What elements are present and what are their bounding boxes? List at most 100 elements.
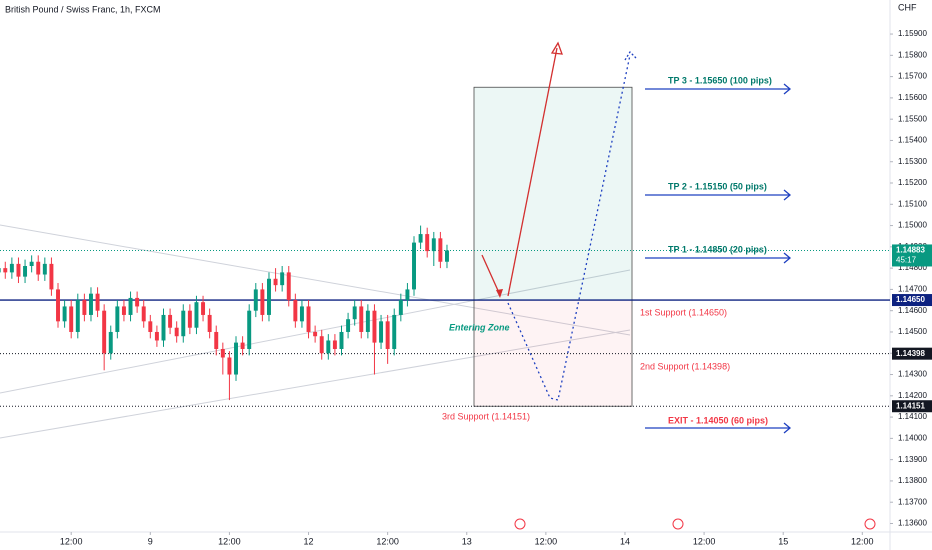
candle-body bbox=[102, 310, 107, 354]
candle-body bbox=[148, 321, 153, 332]
candle-body bbox=[29, 261, 34, 266]
last-price-box bbox=[892, 244, 932, 267]
projection-path bbox=[507, 54, 631, 401]
price-label-box bbox=[892, 294, 932, 307]
annotation: TP 2 - 1.15150 (50 pips) bbox=[668, 181, 767, 191]
y-tick-label: 1.14100 bbox=[898, 412, 927, 421]
candle-body bbox=[201, 302, 206, 315]
candle-body bbox=[3, 268, 8, 273]
y-tick-label: 1.15400 bbox=[898, 136, 927, 145]
candle-body bbox=[23, 266, 28, 277]
x-tick-label: 12 bbox=[304, 536, 314, 546]
candle-body bbox=[36, 261, 41, 275]
y-tick-label: 1.13800 bbox=[898, 476, 927, 485]
y-tick-label: 1.14600 bbox=[898, 306, 927, 315]
candle-body bbox=[286, 272, 291, 301]
trendline bbox=[0, 224, 631, 336]
candle-body bbox=[412, 242, 416, 290]
candle-body bbox=[405, 289, 410, 301]
candle-body bbox=[385, 321, 390, 349]
y-tick-label: 1.15100 bbox=[898, 199, 927, 208]
candle-body bbox=[42, 263, 47, 275]
candle-body bbox=[273, 278, 278, 286]
candle-body bbox=[326, 340, 331, 354]
candle-body bbox=[161, 314, 166, 341]
x-tick-label: 12:00 bbox=[851, 536, 874, 546]
candle-body bbox=[121, 306, 126, 315]
annotation: 3rd Support (1.14151) bbox=[442, 411, 530, 421]
candle-body bbox=[220, 348, 225, 358]
y-tick-label: 1.14300 bbox=[898, 370, 927, 379]
candle-body bbox=[234, 342, 238, 375]
annotation: EXIT - 1.14050 (60 pips) bbox=[668, 415, 768, 425]
profit-zone bbox=[473, 86, 633, 301]
x-tick-label: 12:00 bbox=[60, 536, 83, 546]
candle-body bbox=[332, 340, 337, 349]
arrowhead bbox=[624, 50, 637, 61]
x-tick-label: 13 bbox=[462, 536, 472, 546]
candle-body bbox=[62, 306, 67, 322]
candle-body bbox=[194, 302, 199, 328]
annotation: TP 3 - 1.15650 (100 pips) bbox=[668, 75, 772, 85]
candle-body bbox=[56, 289, 60, 322]
candle-body bbox=[313, 331, 318, 337]
candle-body bbox=[293, 300, 298, 322]
x-tick-label: 9 bbox=[148, 536, 153, 546]
candle-body bbox=[207, 314, 212, 332]
candle-body bbox=[398, 300, 403, 315]
x-tick-label: 12:00 bbox=[376, 536, 399, 546]
candle-body bbox=[299, 306, 304, 322]
x-tick-label: 12:00 bbox=[693, 536, 716, 546]
arrow bbox=[481, 254, 501, 296]
candle-body bbox=[95, 293, 100, 311]
candle-body bbox=[359, 306, 364, 332]
x-tick-label: 12:00 bbox=[218, 536, 241, 546]
candle-body bbox=[49, 263, 54, 290]
candle-body bbox=[154, 331, 159, 341]
y-tick-label: 1.15200 bbox=[898, 178, 927, 187]
candle-body bbox=[365, 310, 370, 332]
price-label: 1.14650 bbox=[896, 295, 925, 304]
annotation: 2nd Support (1.14398) bbox=[640, 361, 730, 371]
candle-body bbox=[168, 314, 173, 328]
candle-body bbox=[352, 306, 357, 320]
candle-body bbox=[280, 272, 285, 286]
y-tick-label: 1.14500 bbox=[898, 327, 927, 336]
candle-body bbox=[346, 319, 351, 332]
candle-body bbox=[69, 306, 74, 332]
y-tick-label: 1.14700 bbox=[898, 285, 927, 294]
y-tick-label: 1.15000 bbox=[898, 221, 927, 230]
y-tick-label: 1.15600 bbox=[898, 93, 927, 102]
candle-body bbox=[267, 278, 271, 315]
candle-body bbox=[392, 314, 397, 349]
candle-body bbox=[253, 289, 258, 311]
target-arrows bbox=[645, 83, 792, 434]
candle-body bbox=[240, 342, 245, 349]
candle-body bbox=[425, 234, 430, 252]
candle-body bbox=[306, 306, 311, 332]
y-tick-label: 1.15300 bbox=[898, 157, 927, 166]
price-label: 1.14151 bbox=[896, 401, 925, 410]
candle-body bbox=[379, 321, 384, 343]
candle-body bbox=[187, 310, 192, 328]
candle-body bbox=[431, 238, 436, 252]
price-label: 1.14398 bbox=[896, 349, 925, 358]
candle-body bbox=[372, 310, 377, 343]
annotation: TP 1 - 1.14850 (20 pips) bbox=[668, 244, 767, 254]
arrowhead bbox=[496, 289, 503, 298]
y-tick-label: 1.13900 bbox=[898, 455, 927, 464]
arrowhead bbox=[550, 41, 563, 55]
y-tick-label: 1.15700 bbox=[898, 72, 927, 81]
candle-body bbox=[181, 310, 186, 337]
candle-body bbox=[174, 327, 179, 337]
candle-body bbox=[82, 300, 87, 315]
y-tick-label: 1.13700 bbox=[898, 497, 927, 506]
candle-body bbox=[16, 263, 21, 277]
candle-body bbox=[141, 306, 146, 322]
candle-body bbox=[128, 297, 133, 315]
y-tick-label: 1.15500 bbox=[898, 114, 927, 123]
candle-body bbox=[339, 331, 344, 349]
last-price-label: 1.14883 bbox=[896, 246, 925, 255]
candle-body bbox=[418, 234, 423, 243]
